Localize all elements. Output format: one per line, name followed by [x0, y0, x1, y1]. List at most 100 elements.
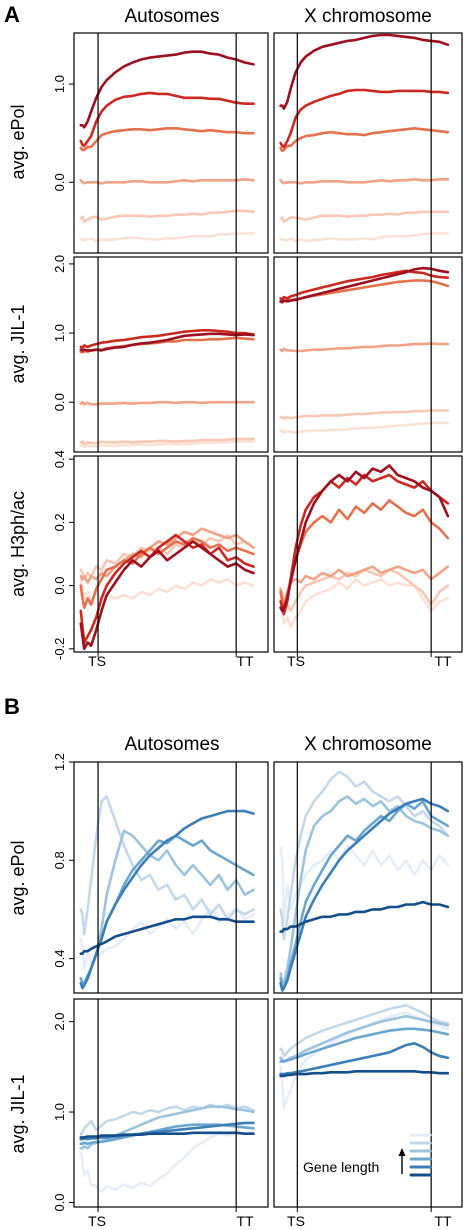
col-title-x-b: X chromosome	[304, 734, 432, 755]
series-line-3	[79, 536, 255, 609]
panel-a-2-autosomes: -0.2 0.0 0.2 0.4	[52, 450, 269, 660]
y-tick-label: 0.4	[52, 950, 67, 968]
bottom-label-ts-b-left: TS	[88, 1213, 106, 1229]
series-line-5	[79, 1131, 255, 1139]
series-line-5	[279, 266, 450, 304]
y-tick-label: 0.0	[52, 393, 67, 411]
plot-frame	[73, 256, 269, 453]
series-line-2	[279, 795, 450, 985]
ylabel-b-epol: avg. ePol	[8, 840, 28, 915]
series-line-5	[79, 50, 255, 129]
series-line-3	[79, 127, 255, 152]
y-tick-label: 0.0	[52, 1193, 67, 1211]
series-line-1	[279, 770, 450, 941]
panel-b-3-x	[273, 761, 463, 994]
panel-a-0-x	[273, 32, 463, 254]
series-line-4	[79, 329, 255, 349]
y-tick-label: 0.0	[52, 173, 67, 191]
series-line-2	[79, 1105, 255, 1150]
bottom-label-tt-a-right: TT	[434, 653, 452, 669]
series-line-2	[79, 400, 255, 406]
series-line-2	[279, 1014, 450, 1063]
bottom-label-tt-b-right: TT	[434, 1213, 452, 1229]
series-line-5	[79, 332, 255, 352]
series-line-5	[79, 915, 255, 955]
series-line-1	[79, 437, 255, 445]
y-tick-label: 1.0	[52, 324, 67, 342]
series-line-1	[279, 210, 450, 223]
series-line-0	[79, 908, 255, 970]
y-tick-label: 1.0	[52, 75, 67, 93]
y-tick-label: 0.0	[52, 577, 67, 595]
col-title-autosomes-b: Autosomes	[124, 734, 219, 755]
y-tick-label: 0.8	[52, 851, 67, 869]
gene-length-legend: Gene length	[303, 1133, 432, 1177]
series-line-2	[79, 829, 255, 990]
panel-b-4-x	[273, 998, 463, 1212]
plot-frame	[273, 998, 463, 1208]
series-line-0	[79, 440, 255, 448]
series-line-3	[279, 800, 450, 990]
panel-a-1-autosomes: 0.0 1.0 2.0	[52, 255, 269, 453]
plot-frame	[273, 256, 463, 453]
series-line-3	[279, 127, 450, 153]
series-line-2	[79, 178, 255, 185]
plot-frame	[73, 998, 269, 1208]
series-line-5	[279, 33, 450, 110]
series-line-0	[279, 232, 450, 243]
y-tick-label: 0.2	[52, 513, 67, 531]
series-line-4	[279, 1042, 450, 1076]
legend-swatches	[409, 1133, 432, 1177]
series-line-1	[279, 409, 450, 421]
plot-frame	[273, 455, 463, 653]
y-tick-label: 0.4	[52, 450, 67, 468]
plot-frame	[73, 32, 269, 254]
series-line-4	[279, 269, 450, 301]
series-line-4	[279, 797, 450, 992]
col-title-autosomes-a: Autosomes	[124, 6, 219, 27]
series-line-4	[79, 91, 255, 148]
series-line-5	[279, 464, 450, 613]
panel-a-1-x	[273, 256, 463, 453]
panel-a-0-autosomes: 0.0 1.0	[52, 32, 269, 254]
series-line-2	[279, 178, 450, 185]
series-line-5	[279, 900, 450, 933]
plot-frame	[73, 761, 269, 994]
bottom-label-ts-b-right: TS	[287, 1213, 305, 1229]
series-line-1	[79, 209, 255, 223]
y-tick-label: 1.0	[52, 1103, 67, 1121]
series-line-0	[79, 232, 255, 243]
legend-arrow-icon	[398, 1148, 406, 1156]
panel-a-2-x	[273, 455, 463, 657]
legend-label: Gene length	[303, 1159, 379, 1175]
panel-a-letter: A	[4, 2, 20, 27]
plot-frame	[73, 455, 269, 653]
panel-b-3-autosomes: 0.4 0.8 1.2	[52, 753, 269, 994]
bottom-label-tt-a-left: TT	[236, 653, 254, 669]
bottom-label-tt-b-left: TT	[236, 1213, 254, 1229]
ylabel-b-jil1: avg. JIL-1	[8, 1074, 28, 1153]
series-line-4	[279, 88, 450, 149]
ylabel-a-jil1: avg. JIL-1	[8, 304, 28, 383]
series-line-0	[279, 1011, 450, 1109]
col-title-x-a: X chromosome	[304, 6, 432, 27]
y-tick-label: 2.0	[52, 255, 67, 273]
y-tick-label: 2.0	[52, 1013, 67, 1031]
ylabel-a-h3ph: avg. H3ph/ac	[8, 491, 28, 597]
ylabel-a-epol: avg. ePol	[8, 104, 28, 179]
panel-b-letter: B	[4, 694, 20, 719]
panel-b-4-autosomes: 0.0 1.0 2.0	[52, 998, 269, 1212]
series-line-1	[279, 1004, 450, 1058]
bottom-label-ts-a-right: TS	[287, 653, 305, 669]
series-line-0	[279, 421, 450, 434]
bottom-label-ts-a-left: TS	[88, 653, 106, 669]
series-line-1	[79, 795, 255, 936]
series-line-5	[79, 540, 255, 651]
series-line-0	[279, 844, 450, 923]
y-tick-label: -0.2	[52, 638, 67, 660]
series-line-2	[279, 342, 450, 353]
chart-panels: 0.0 1.0 0.0 1.0 2.0 -0.2 0.0 0.2 0.4 0.4 0.8 1.2 0.0…	[52, 32, 463, 1212]
series-line-5	[279, 1070, 450, 1078]
series-line-3	[279, 1027, 450, 1063]
